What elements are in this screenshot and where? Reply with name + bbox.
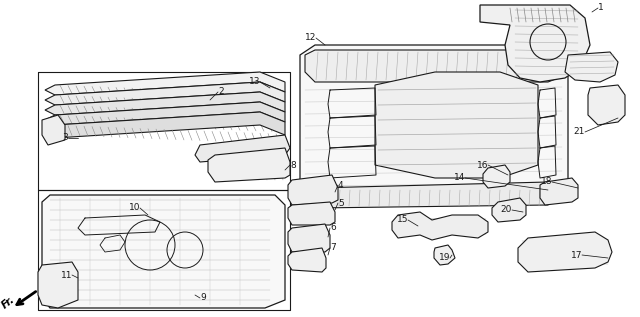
Text: Fr.: Fr.: [0, 294, 17, 310]
Text: 20: 20: [500, 205, 512, 215]
Polygon shape: [565, 52, 618, 82]
Polygon shape: [518, 232, 612, 272]
Text: 4: 4: [338, 180, 344, 190]
Text: 11: 11: [61, 270, 72, 280]
Polygon shape: [208, 148, 290, 182]
Text: 18: 18: [541, 178, 552, 186]
Text: 12: 12: [305, 34, 316, 42]
Text: 21: 21: [573, 127, 585, 137]
Text: 17: 17: [570, 250, 582, 260]
Polygon shape: [288, 248, 326, 272]
Polygon shape: [42, 115, 65, 145]
Polygon shape: [288, 224, 330, 252]
Text: 16: 16: [477, 160, 488, 170]
Polygon shape: [375, 72, 538, 178]
Polygon shape: [434, 245, 455, 265]
Text: 13: 13: [248, 77, 260, 87]
Polygon shape: [42, 195, 285, 308]
Text: 10: 10: [129, 204, 140, 212]
Polygon shape: [195, 135, 290, 162]
Polygon shape: [305, 182, 558, 208]
Text: 15: 15: [397, 216, 408, 224]
Polygon shape: [300, 45, 568, 202]
Polygon shape: [288, 202, 335, 225]
Text: 6: 6: [330, 223, 336, 232]
Text: 8: 8: [290, 160, 296, 170]
Text: 9: 9: [200, 294, 205, 302]
Polygon shape: [540, 178, 578, 205]
Text: 19: 19: [438, 254, 450, 262]
Polygon shape: [288, 175, 338, 205]
Polygon shape: [45, 112, 285, 138]
Polygon shape: [45, 82, 285, 105]
Polygon shape: [483, 165, 510, 188]
Polygon shape: [588, 85, 625, 125]
Text: 1: 1: [598, 3, 604, 12]
Text: 3: 3: [62, 133, 68, 143]
Text: 5: 5: [338, 198, 344, 208]
Polygon shape: [492, 198, 526, 222]
Polygon shape: [305, 50, 558, 82]
Polygon shape: [480, 5, 590, 82]
Text: 2: 2: [218, 87, 223, 96]
Polygon shape: [45, 72, 285, 95]
Text: 14: 14: [454, 173, 465, 183]
Polygon shape: [392, 212, 488, 240]
Polygon shape: [45, 92, 285, 115]
Text: 7: 7: [330, 243, 336, 253]
Polygon shape: [38, 262, 78, 308]
Polygon shape: [45, 102, 285, 125]
